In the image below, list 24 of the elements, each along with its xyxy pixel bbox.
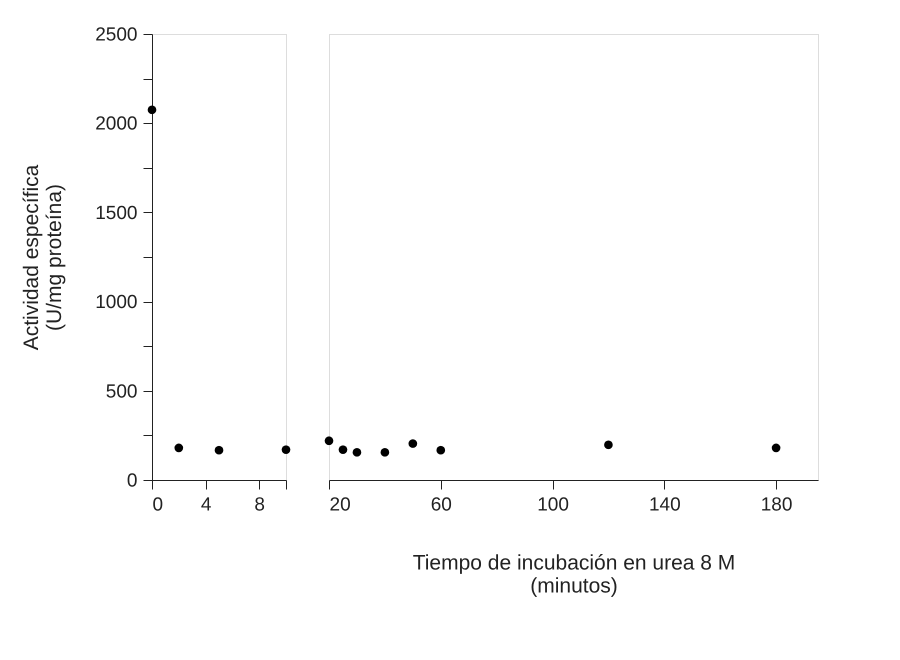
point bbox=[324, 436, 334, 446]
x-tick-label: 0 bbox=[152, 494, 164, 516]
y-tick-label: 2500 bbox=[95, 24, 138, 46]
y-axis-title: Actividad específica (U/mg proteína) bbox=[20, 164, 66, 350]
x-tick-label: 4 bbox=[200, 494, 212, 516]
point bbox=[436, 446, 446, 455]
x-tick-label: 8 bbox=[254, 494, 265, 516]
x-tick-label: 140 bbox=[648, 494, 681, 516]
point bbox=[408, 439, 418, 448]
y-tick-label: 500 bbox=[106, 381, 138, 402]
y-tick-label: 1500 bbox=[95, 202, 138, 224]
x-tick-label: 60 bbox=[430, 494, 452, 516]
point bbox=[772, 444, 780, 452]
x-tick-label: 180 bbox=[760, 494, 792, 516]
x-axis-title: Tiempo de incubación en urea 8 M (minutos) bbox=[412, 552, 736, 598]
y-tick-label: 0 bbox=[126, 470, 138, 492]
x-tick-label: 100 bbox=[537, 494, 569, 516]
point bbox=[604, 440, 613, 450]
point bbox=[352, 448, 362, 457]
y-tick-label: 2000 bbox=[95, 114, 138, 135]
x-tick-label: 20 bbox=[330, 494, 351, 516]
point bbox=[338, 445, 348, 454]
point bbox=[380, 448, 390, 457]
y-tick-label: 1000 bbox=[95, 292, 138, 314]
